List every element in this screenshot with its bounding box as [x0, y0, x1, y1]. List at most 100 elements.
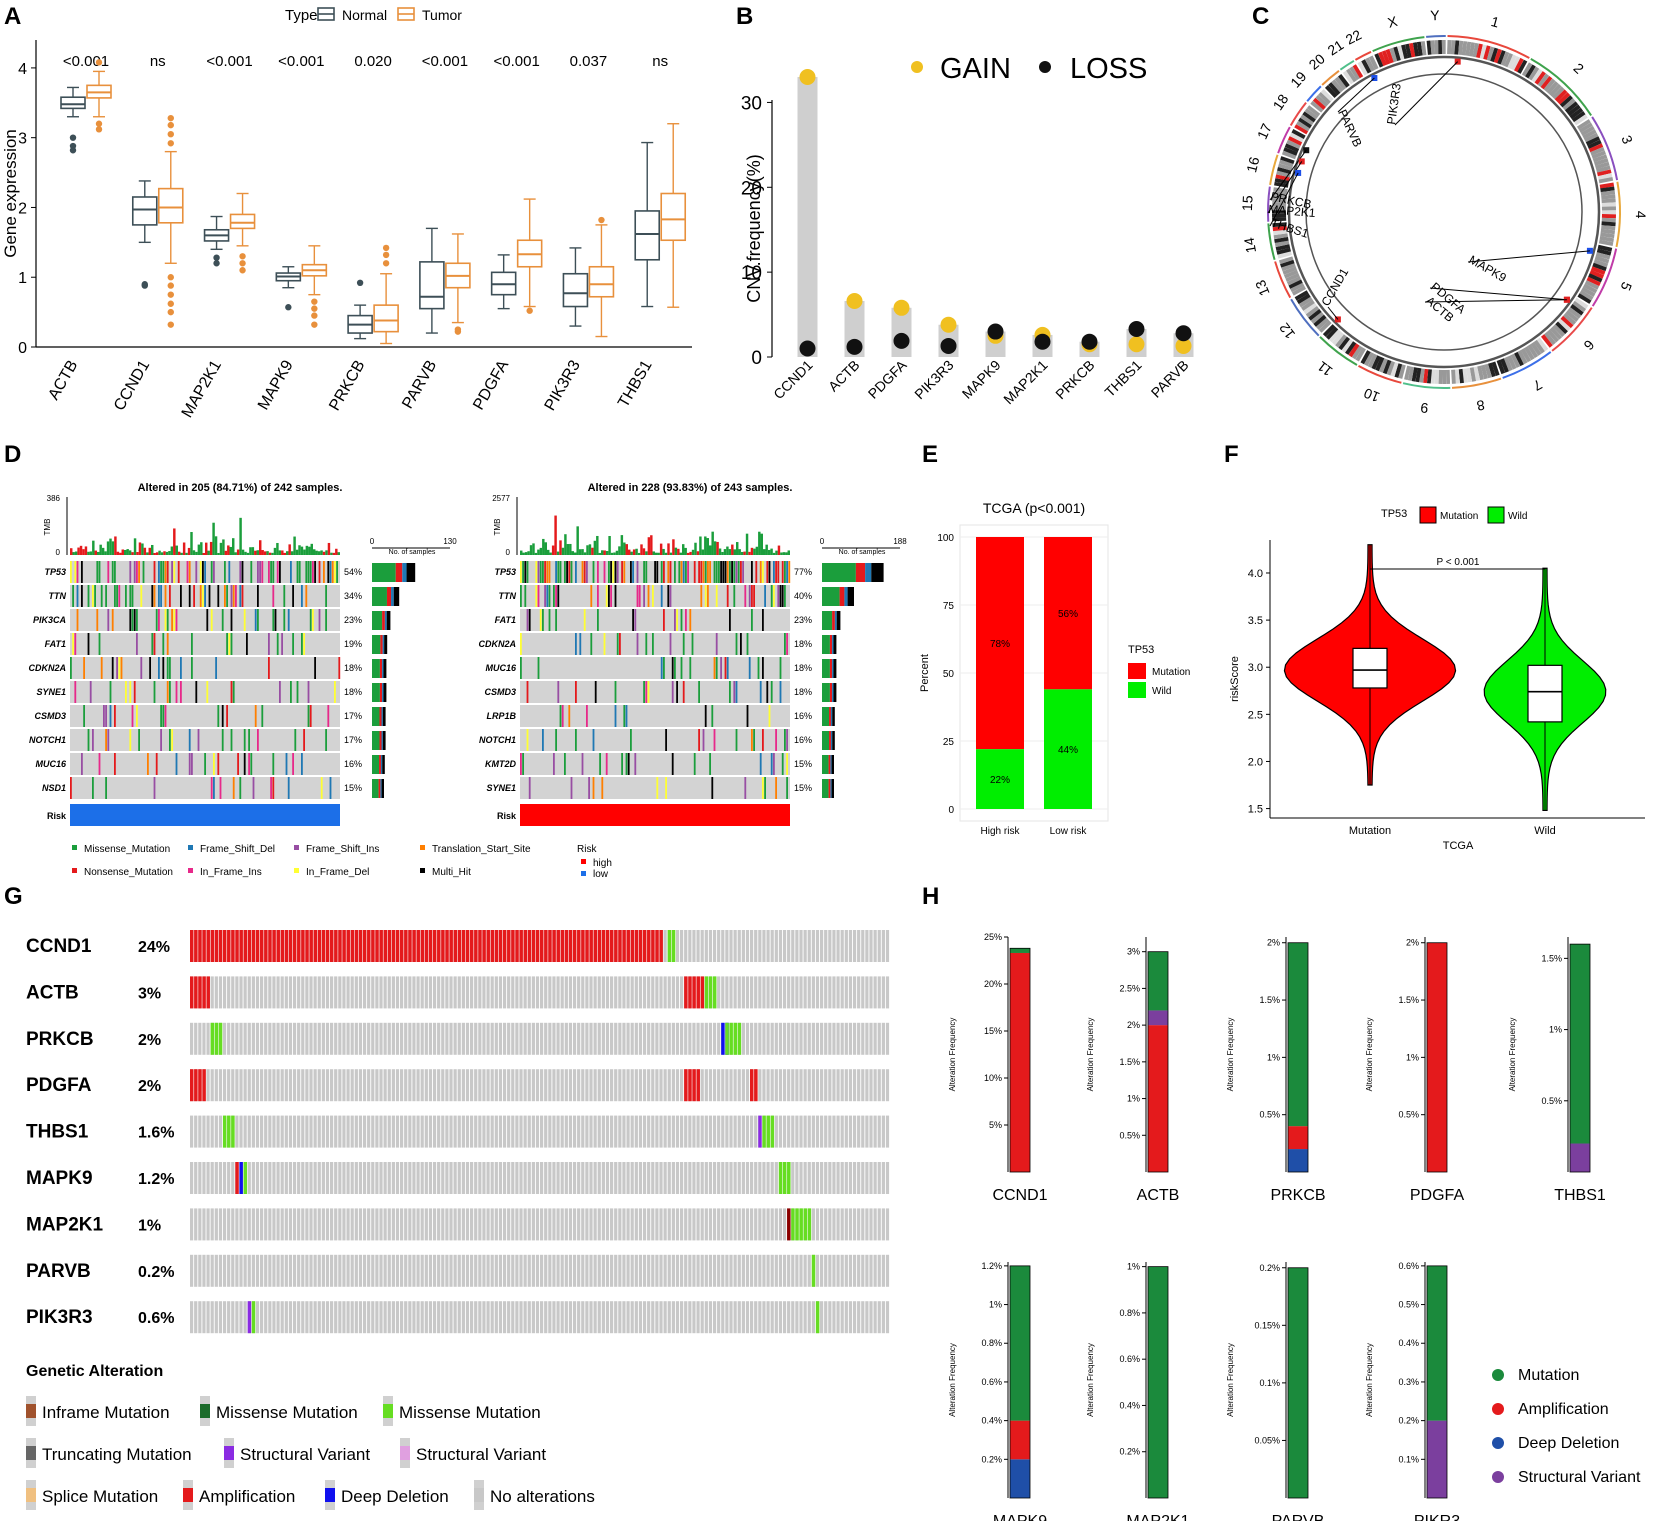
gene-label: LRP1B	[486, 711, 516, 721]
sample-cell	[358, 976, 363, 1009]
tmb-bar	[303, 549, 306, 555]
gene-label: FAT1	[45, 639, 66, 649]
sample-cell	[507, 1115, 511, 1148]
ideogram-band	[1331, 331, 1345, 346]
sample-cell	[778, 930, 783, 962]
mutation-cell	[81, 585, 83, 607]
ideogram-band	[1328, 329, 1342, 343]
alteration-cell	[243, 1162, 248, 1194]
sample-cell	[717, 1254, 721, 1287]
bar-label-mutation: 78%	[990, 639, 1010, 650]
mutation-cell	[169, 681, 171, 703]
chromosome-label: 4	[1633, 211, 1649, 219]
ideogram-band	[1601, 217, 1616, 223]
ideogram-band	[1296, 120, 1311, 132]
mutation-cell	[575, 681, 577, 703]
mutation-cell	[614, 561, 617, 583]
ideogram-band	[1394, 363, 1403, 378]
sample-cell	[589, 1162, 593, 1194]
sample-cell	[511, 1115, 515, 1148]
mutation-cell	[665, 729, 667, 751]
tmb-bar	[178, 551, 181, 555]
mutation-cell	[614, 585, 617, 607]
sample-cell	[820, 1301, 824, 1334]
ideogram-band	[1576, 119, 1591, 130]
sample-cell	[457, 1162, 461, 1194]
gene-pct: 1.6%	[138, 1125, 174, 1142]
mutation-cell	[109, 681, 112, 703]
tmb-bar	[87, 551, 90, 555]
sample-cell	[218, 1115, 223, 1148]
sample-cell	[815, 976, 820, 1009]
bar-segment-wild	[1044, 689, 1092, 809]
mutation-cell	[303, 729, 305, 751]
sample-cell	[432, 976, 437, 1009]
sample-cell	[449, 1069, 453, 1102]
count-bar-missense	[822, 659, 830, 678]
sample-cell	[379, 1069, 383, 1102]
sample-cell	[527, 1254, 531, 1287]
sample-cell	[395, 1069, 400, 1102]
sample-cell	[861, 1301, 865, 1334]
mutation-cell	[96, 609, 99, 631]
sample-cell	[338, 1115, 342, 1148]
sample-cell	[671, 1022, 675, 1055]
mutation-cell	[272, 777, 275, 799]
sample-cell	[848, 930, 853, 962]
alteration-cell	[247, 930, 252, 962]
count-bar-missense	[372, 659, 380, 678]
sample-cell	[857, 1162, 861, 1194]
sample-cell	[721, 1208, 725, 1241]
sample-cell	[292, 1208, 297, 1241]
mutation-cell	[259, 561, 261, 583]
sample-cell	[741, 1115, 745, 1148]
ideogram-band	[1579, 290, 1594, 301]
ideogram-band	[1316, 317, 1330, 330]
mutation-cell	[72, 585, 74, 607]
mutation-cell	[232, 777, 235, 799]
mutation-cell	[268, 561, 270, 583]
alteration-cell	[222, 1115, 227, 1148]
sample-cell	[548, 976, 552, 1009]
sample-cell	[684, 1115, 688, 1148]
sample-cell	[745, 1069, 750, 1102]
sample-cell	[408, 1162, 412, 1194]
alteration-cell	[622, 930, 626, 962]
mutation-cell	[575, 729, 577, 751]
sample-cell	[601, 1162, 605, 1194]
sample-cell	[437, 1301, 441, 1334]
outlier-point	[311, 305, 318, 312]
gain-point	[1128, 336, 1145, 353]
count-bar-multihit	[384, 635, 388, 654]
y-axis-label: Percent	[919, 654, 931, 692]
p-value-label: <0.001	[494, 53, 540, 70]
mutation-cell	[129, 729, 132, 751]
sample-cell	[227, 1022, 231, 1055]
sample-cell	[560, 1162, 564, 1194]
mutation-cell	[652, 585, 654, 607]
tmb-bar	[136, 552, 139, 555]
sample-cell	[651, 1022, 655, 1055]
sample-cell	[828, 1254, 832, 1287]
alteration-cell	[655, 930, 659, 962]
sample-cell	[301, 1069, 305, 1102]
count-bar-multihit	[836, 611, 841, 630]
y-tick-label: 1%	[1127, 1094, 1140, 1104]
mutation-cell	[116, 657, 118, 679]
tmb-bar	[281, 550, 284, 555]
tmb-bar	[674, 547, 678, 555]
sample-cell	[782, 1022, 787, 1055]
sample-cell	[441, 1162, 445, 1194]
sample-cell	[638, 1254, 643, 1287]
legend-label: Deep Deletion	[1518, 1435, 1619, 1452]
sample-cell	[869, 1162, 873, 1194]
box-tumor	[588, 265, 615, 298]
ideogram-band	[1473, 366, 1481, 381]
sample-cell	[844, 1254, 848, 1287]
sample-cell	[745, 976, 750, 1009]
sample-cell	[815, 1208, 820, 1241]
sample-cell	[523, 1115, 527, 1148]
mutation-cell	[100, 585, 103, 607]
sample-cell	[350, 1069, 354, 1102]
sample-cell	[844, 976, 848, 1009]
